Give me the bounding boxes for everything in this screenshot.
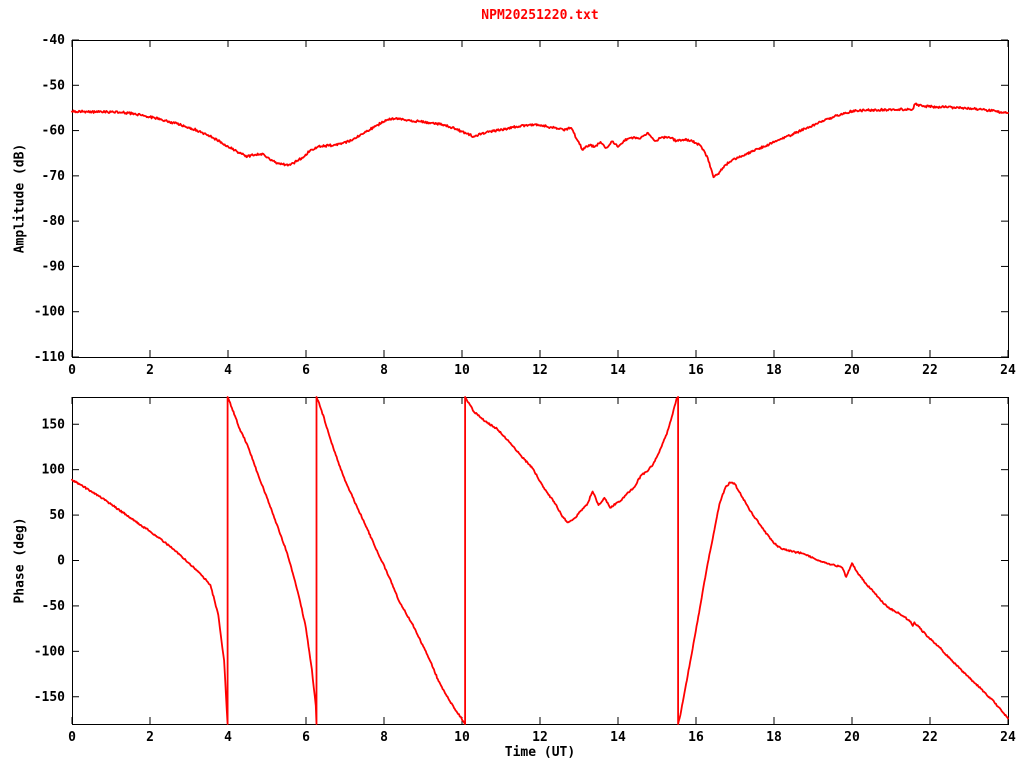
amplitude-series-line: [71, 102, 1009, 179]
x-tick-label: 16: [688, 730, 704, 745]
x-tick-label: 24: [1000, 363, 1016, 378]
y-tick-label: 0: [57, 554, 65, 569]
x-tick-label: 12: [532, 730, 548, 745]
x-tick-label: 18: [766, 363, 782, 378]
y-tick-label: -110: [34, 350, 65, 365]
phase-axis-title: Phase (deg): [12, 516, 28, 604]
y-tick-label: 150: [42, 417, 66, 432]
x-tick-label: 14: [610, 363, 626, 378]
x-tick-label: 16: [688, 363, 704, 378]
x-tick-label: 14: [610, 730, 626, 745]
y-tick-label: -40: [42, 33, 66, 48]
y-tick-label: -60: [42, 124, 66, 139]
x-tick-label: 6: [302, 730, 310, 745]
x-tick-label: 22: [922, 363, 938, 378]
y-tick-label: -100: [34, 305, 65, 320]
x-tick-label: 8: [380, 730, 388, 745]
amplitude-axis-title: Amplitude (dB): [12, 143, 28, 253]
phase-panel-border: [72, 397, 1009, 725]
x-tick-label: 2: [146, 730, 154, 745]
x-tick-label: 20: [844, 730, 860, 745]
x-tick-label: 22: [922, 730, 938, 745]
amplitude-panel-border: [72, 40, 1009, 358]
x-tick-label: 0: [68, 730, 76, 745]
x-tick-label: 0: [68, 363, 76, 378]
x-tick-label: 20: [844, 363, 860, 378]
x-tick-label: 24: [1000, 730, 1016, 745]
y-tick-label: -50: [42, 78, 66, 93]
y-tick-label: -100: [34, 644, 65, 659]
x-tick-label: 12: [532, 363, 548, 378]
y-tick-label: -50: [42, 599, 66, 614]
time-axis-title: Time (UT): [504, 745, 576, 760]
x-tick-label: 6: [302, 363, 310, 378]
x-tick-label: 4: [224, 730, 232, 745]
x-tick-label: 18: [766, 730, 782, 745]
y-tick-label: 50: [49, 508, 65, 523]
y-tick-label: -150: [34, 690, 65, 705]
x-tick-label: 10: [454, 730, 470, 745]
chart-title: NPM20251220.txt: [481, 8, 599, 23]
x-tick-label: 2: [146, 363, 154, 378]
phase-series-line: [71, 396, 1009, 725]
x-tick-label: 10: [454, 363, 470, 378]
y-tick-label: 100: [42, 463, 66, 478]
x-tick-label: 4: [224, 363, 232, 378]
y-tick-label: -90: [42, 259, 66, 274]
y-tick-label: -80: [42, 214, 66, 229]
y-tick-label: -70: [42, 169, 66, 184]
x-tick-label: 8: [380, 363, 388, 378]
